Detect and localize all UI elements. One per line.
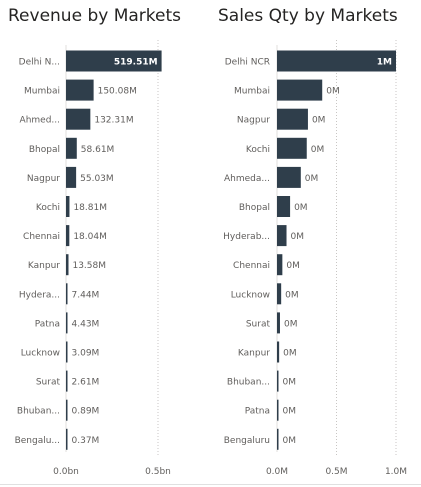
data-label: 0M — [312, 116, 326, 126]
data-label: 55.03M — [80, 174, 114, 184]
bottom-border — [0, 484, 421, 485]
x-tick-label: 1.0M — [385, 467, 407, 477]
x-tick-label: 0.0M — [266, 467, 288, 477]
category-label: Nagpur — [237, 116, 270, 126]
bar[interactable] — [66, 254, 69, 276]
bar[interactable] — [277, 108, 308, 130]
chart-title: Revenue by Markets — [8, 6, 181, 26]
category-label: Kanpur — [238, 349, 270, 359]
bar[interactable] — [66, 79, 94, 101]
bar[interactable] — [66, 137, 77, 159]
bar[interactable] — [66, 225, 70, 247]
sales-qty-chart-panel: Sales Qty by Markets 0.0M 0.5M 1.0M Delhi N… — [211, 0, 421, 487]
data-label: 150.08M — [98, 87, 137, 97]
bar[interactable] — [277, 166, 301, 188]
category-label: Chennai — [23, 232, 60, 242]
category-label: Bengaluru — [224, 436, 270, 446]
category-label: Hydera... — [19, 290, 60, 300]
category-label: Lucknow — [21, 349, 60, 359]
data-label: 0M — [326, 87, 340, 97]
divider — [209, 0, 210, 487]
data-label: 58.61M — [81, 145, 115, 155]
data-label: 0M — [311, 145, 325, 155]
category-label: Ahmeda... — [224, 174, 270, 184]
bar[interactable] — [277, 428, 279, 450]
data-label: 0M — [283, 436, 297, 446]
category-label: Kochi — [36, 203, 60, 213]
bar[interactable] — [277, 137, 307, 159]
data-label: 0M — [283, 407, 297, 417]
revenue-bar-chart: 0.0bn 0.5bn Delhi N... 519.51M Mumbai 150.08M… — [15, 40, 171, 477]
data-label: 18.04M — [73, 232, 107, 242]
category-label: Delhi NCR — [225, 58, 270, 68]
category-label: Patna — [245, 407, 270, 417]
bar[interactable] — [66, 166, 77, 188]
category-label: Lucknow — [231, 290, 270, 300]
category-label: Surat — [246, 319, 271, 329]
data-label: 0M — [291, 232, 305, 242]
data-label: 2.61M — [72, 378, 100, 388]
bar[interactable] — [277, 254, 283, 276]
bar[interactable] — [66, 108, 91, 130]
data-label: 7.44M — [72, 290, 100, 300]
bar[interactable] — [66, 428, 68, 450]
category-label: Bhuban... — [17, 407, 60, 417]
bar[interactable] — [66, 50, 162, 72]
category-label: Chennai — [233, 261, 270, 271]
x-tick-label: 0.5bn — [145, 467, 171, 477]
data-label: 519.51M — [114, 58, 158, 68]
data-label: 3.09M — [72, 349, 100, 359]
data-label: 0M — [305, 174, 319, 184]
category-label: Mumbai — [234, 87, 270, 97]
bar[interactable] — [66, 399, 68, 421]
data-label: 0M — [283, 349, 297, 359]
data-label: 1M — [377, 58, 392, 68]
x-tick-label: 0.0bn — [53, 467, 79, 477]
bar[interactable] — [66, 283, 68, 305]
bar[interactable] — [277, 196, 291, 217]
data-label: 13.58M — [72, 261, 106, 271]
bar[interactable] — [66, 341, 68, 363]
data-label: 0M — [284, 319, 298, 329]
bar[interactable] — [277, 399, 279, 421]
bar[interactable] — [277, 79, 323, 101]
category-label: Ahmed... — [20, 116, 60, 126]
bar[interactable] — [277, 312, 280, 334]
bar[interactable] — [66, 312, 68, 334]
category-label: Hyderab... — [223, 232, 270, 242]
category-label: Delhi N... — [19, 58, 60, 68]
category-label: Surat — [36, 378, 61, 388]
revenue-chart-panel: Revenue by Markets 0.0bn 0.5bn Delhi N... 5… — [0, 0, 210, 487]
data-label: 0M — [294, 203, 308, 213]
chart-title: Sales Qty by Markets — [218, 6, 398, 26]
category-label: Kanpur — [28, 261, 60, 271]
bar[interactable] — [66, 196, 70, 217]
data-label: 0.89M — [72, 407, 100, 417]
data-label: 0M — [283, 378, 297, 388]
data-label: 4.43M — [72, 319, 100, 329]
x-tick-label: 0.5M — [325, 467, 347, 477]
data-label: 18.81M — [73, 203, 107, 213]
bar[interactable] — [277, 370, 279, 392]
data-label: 132.31M — [94, 116, 133, 126]
bar[interactable] — [277, 225, 287, 247]
bar[interactable] — [277, 341, 280, 363]
category-label: Bhopal — [239, 203, 270, 213]
bar[interactable] — [66, 370, 68, 392]
category-label: Patna — [35, 319, 60, 329]
category-label: Kochi — [246, 145, 270, 155]
category-label: Mumbai — [24, 87, 60, 97]
category-label: Bhopal — [29, 145, 60, 155]
category-label: Nagpur — [27, 174, 60, 184]
category-label: Bengalu... — [15, 436, 60, 446]
bar[interactable] — [277, 50, 396, 72]
category-label: Bhuban... — [227, 378, 270, 388]
data-label: 0M — [286, 261, 300, 271]
data-label: 0M — [285, 290, 299, 300]
data-label: 0.37M — [72, 436, 100, 446]
sales-qty-bar-chart: 0.0M 0.5M 1.0M Delhi NCR 1M Mumbai 0M Nagpur 0M K… — [223, 40, 407, 477]
bar[interactable] — [277, 283, 282, 305]
